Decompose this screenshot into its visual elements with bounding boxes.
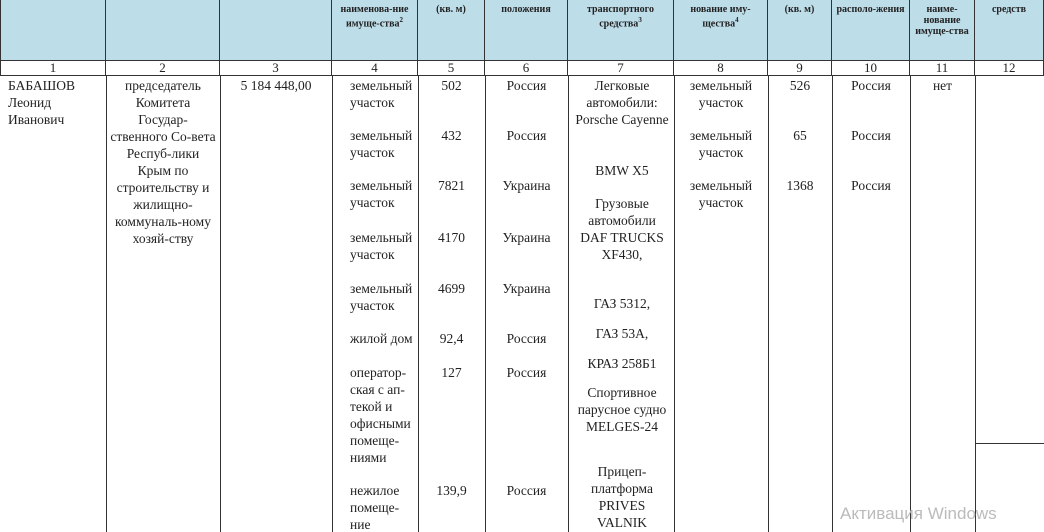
owned-property-type: земельный участок [350,128,413,160]
used-property-area: 526 [789,78,811,93]
col11-value: нет [932,78,953,93]
vehicle: BMW X5 [595,163,649,178]
windows-activation-watermark: Активация Windows [840,504,997,523]
column-number: 12 [975,60,1044,75]
column-number: 5 [418,60,485,75]
vehicle: ГАЗ 5312, [593,296,651,311]
owned-property-country: Россия [506,128,547,143]
owned-property-type: земельный участок [350,230,413,262]
column-number: 11 [910,60,975,75]
owned-property-area: 127 [441,365,462,380]
column-number: 1 [0,60,106,75]
vehicle: ГАЗ 53А, [595,326,649,341]
used-property-country: Россия [851,128,891,143]
owned-property-country: Украина [502,178,551,193]
owned-property-area: 502 [441,78,462,93]
owned-property-area: 4699 [438,281,465,296]
header-col3 [220,0,332,60]
owned-property-type: оператор-ская с ап-текой и офисными поме… [350,365,411,465]
owned-property-country: Россия [506,331,547,346]
header-col10: располо-жения [832,0,910,60]
used-property-country: Россия [851,178,891,193]
header-col9: (кв. м) [768,0,832,60]
column-number: 4 [332,60,418,75]
used-property-type: земельный участок [689,78,753,110]
owned-property-type: нежилое помеще-ние [350,483,400,532]
owned-property-country: Украина [502,230,551,245]
header-col11: наиме-нование имуще-ства [910,0,975,60]
header-col12: средств [975,0,1044,60]
column-number: 8 [674,60,768,75]
income: 5 184 448,00 [240,78,312,93]
owned-property-country: Россия [506,78,547,93]
owned-property-area: 7821 [438,178,465,193]
person-name: БАБАШОВ Леонид Иванович [8,78,76,127]
owned-property-type: земельный участок [350,178,413,210]
used-property-type: земельный участок [689,178,753,210]
header-col2 [106,0,220,60]
used-property-country: Россия [851,78,891,93]
header-col4: наименова-ние имуще-ства2 [332,0,418,60]
vehicle: Легковые автомобили: Porsche Cayenne [575,78,669,127]
used-property-area: 1368 [786,178,814,193]
owned-property-area: 92,4 [439,331,464,346]
owned-property-type: земельный участок [350,78,413,110]
column-number: 2 [106,60,220,75]
column-number: 10 [832,60,910,75]
owned-property-type: земельный участок [350,281,413,313]
owned-property-country: Россия [506,365,547,380]
vehicle: Грузовые автомобили DAF TRUCKS XF430, [580,196,664,262]
header-col1 [0,0,106,60]
header-col7: транспортного средства3 [568,0,674,60]
header-col5: (кв. м) [418,0,485,60]
position: председатель Комитета Государ-ственного … [110,78,216,246]
owned-property-type: жилой дом [350,331,413,346]
owned-property-country: Россия [506,483,547,498]
column-number: 6 [485,60,568,75]
used-property-area: 65 [793,128,807,143]
vehicle: Спортивное парусное судно MELGES-24 [577,385,667,434]
column-number: 9 [768,60,832,75]
used-property-type: земельный участок [689,128,753,160]
column-number: 3 [220,60,332,75]
owned-property-area: 4170 [438,230,465,245]
owned-property-country: Украина [502,281,551,296]
header-col6: положения [485,0,568,60]
owned-property-area: 139,9 [436,483,467,498]
vehicle: Прицеп-платформа PRIVES VALNIK [591,464,653,530]
header-col8: нование иму-щества4 [674,0,768,60]
vehicle: КРАЗ 258Б1 [587,356,657,371]
owned-property-area: 432 [441,128,462,143]
column-number: 7 [568,60,674,75]
